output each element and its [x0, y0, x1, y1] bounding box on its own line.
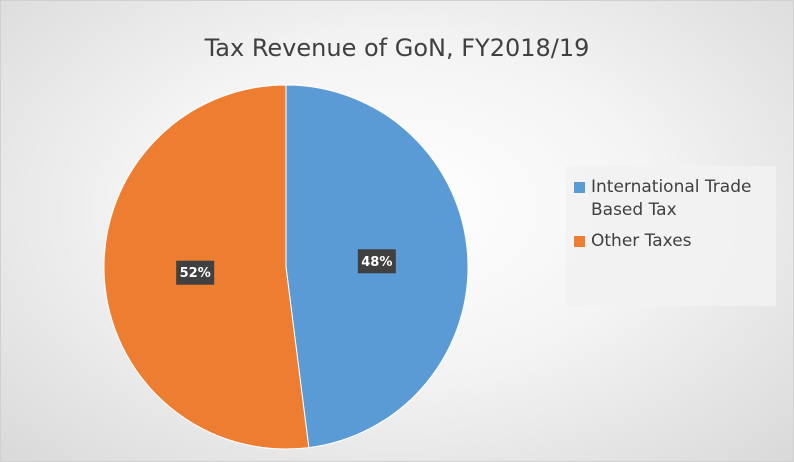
chart-title: Tax Revenue of GoN, FY2018/19 — [204, 34, 590, 62]
legend-label: International Trade Based Tax — [591, 177, 752, 220]
data-label: 52% — [180, 266, 211, 281]
data-label-box — [357, 249, 396, 274]
data-label-box — [176, 260, 215, 285]
legend-swatch — [574, 236, 585, 247]
legend-label: Other Taxes — [591, 231, 692, 251]
legend-swatch — [574, 182, 585, 193]
data-label: 48% — [361, 255, 392, 270]
legend-item: International Trade Based Tax — [574, 176, 768, 222]
legend-item: Other Taxes — [574, 230, 768, 253]
legend: International Trade Based Tax Other Taxes — [566, 166, 776, 306]
